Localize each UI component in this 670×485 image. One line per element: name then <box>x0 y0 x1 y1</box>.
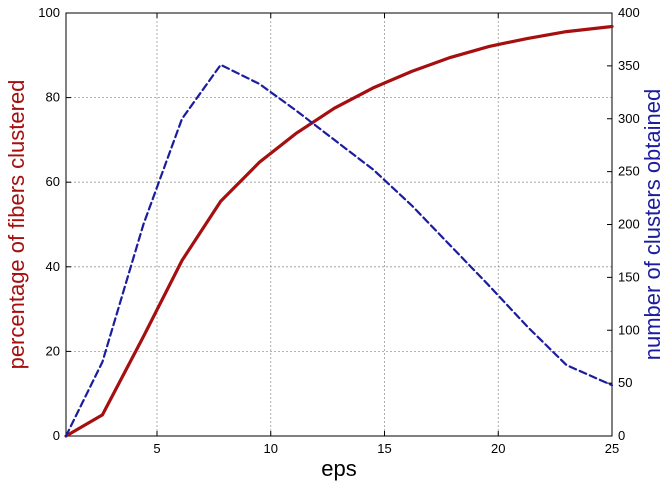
x-tick-label: 5 <box>153 441 160 456</box>
x-tick-label: 10 <box>264 441 278 456</box>
left-y-tick-label: 20 <box>46 343 60 358</box>
right-y-tick-label: 100 <box>618 322 640 337</box>
tick-marks <box>66 12 613 437</box>
right-y-tick-label: 150 <box>618 269 640 284</box>
series-lines <box>64 24 614 438</box>
x-tick-label: 15 <box>377 441 391 456</box>
tick-labels: 5 10 15 20 250204060801000501001502002503003… <box>38 5 639 456</box>
right-y-tick-label: 250 <box>618 164 640 179</box>
right-y-tick-label: 0 <box>618 428 625 443</box>
x-tick-label: 25 <box>605 441 619 456</box>
plot-frame <box>65 12 613 437</box>
right-y-axis-title: number of clusters obtained <box>640 89 665 361</box>
right-y-tick-label: 300 <box>618 111 640 126</box>
left-y-tick-label: 100 <box>38 5 60 20</box>
x-axis-title: eps <box>321 456 356 481</box>
left-y-tick-label: 40 <box>46 259 60 274</box>
left-y-axis-title: percentage of fibers clustered <box>4 80 29 370</box>
right-y-tick-label: 400 <box>618 5 640 20</box>
fibers-percentage-line <box>64 24 614 438</box>
clusters-count-line <box>64 63 614 438</box>
left-y-tick-label: 80 <box>46 90 60 105</box>
x-tick-label: 20 <box>491 441 505 456</box>
right-y-tick-label: 350 <box>618 58 640 73</box>
left-y-tick-label: 0 <box>53 428 60 443</box>
left-y-tick-label: 60 <box>46 174 60 189</box>
right-y-tick-label: 200 <box>618 217 640 232</box>
grid-lines <box>66 13 613 436</box>
right-y-tick-label: 50 <box>618 375 632 390</box>
